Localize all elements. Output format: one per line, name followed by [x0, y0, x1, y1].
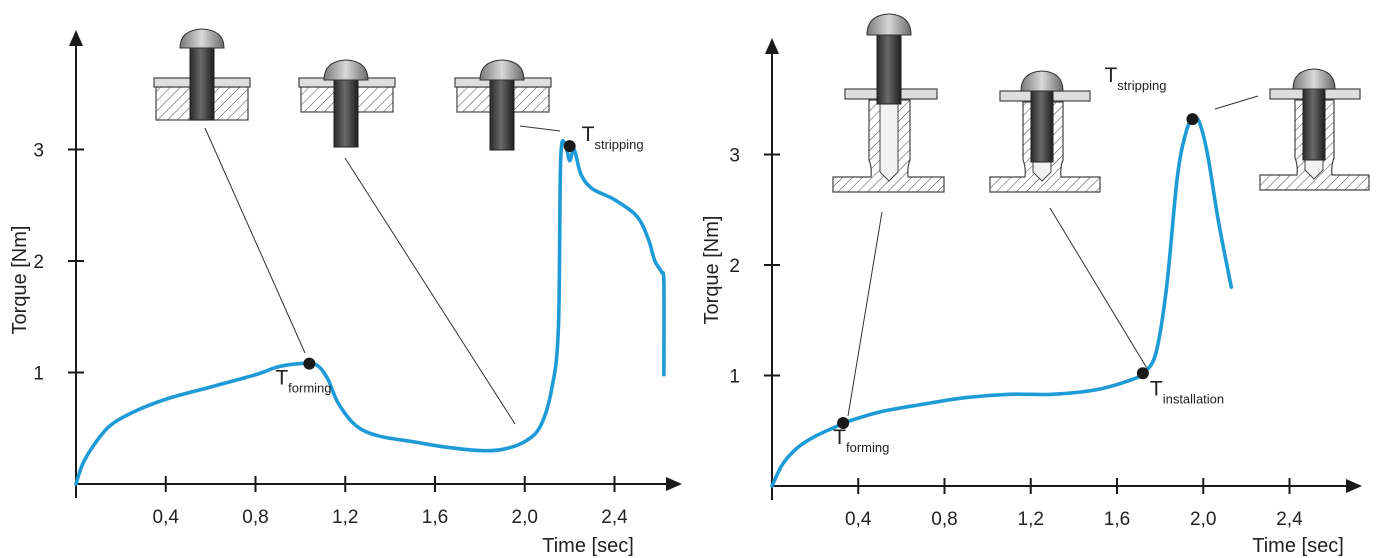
label-t-stripping: Tstripping [1104, 64, 1166, 93]
x-axis-arrow [1346, 479, 1362, 493]
label-t-forming: Tforming [275, 367, 331, 396]
marker-forming [303, 357, 316, 370]
boss-illustration-stripping [1259, 68, 1370, 191]
x-tick-label: 0,8 [931, 509, 957, 530]
illustrations-right [832, 13, 1370, 193]
axes-right: 0,4 0,8 1,2 1,6 2,0 2,4 1 2 3 Time [sec] Torque [N… [701, 38, 1362, 557]
axes-left: 0,4 0,8 1,2 1,6 2,0 2,4 1 2 3 Time [sec] Torque [N… [9, 30, 682, 557]
label-t-forming: Tforming [833, 426, 889, 455]
torque-series-line [74, 138, 666, 486]
bolt-illustration-threading [298, 59, 396, 148]
marker-forming [837, 417, 850, 430]
x-tick-label: 0,4 [845, 509, 872, 530]
y-axis-title: Torque [Nm] [701, 216, 723, 325]
x-axis-arrow [666, 477, 682, 491]
marker-stripping [1186, 113, 1199, 126]
illustrations-left [153, 28, 552, 151]
y-tick-label: 2 [729, 256, 740, 277]
bolt-illustration-forming [153, 28, 251, 121]
y-axis-arrow [69, 30, 83, 46]
bolt-illustration-stripping [454, 59, 552, 151]
y-axis-arrow [765, 38, 779, 54]
torque-curve-left [74, 138, 666, 486]
leader-lines-left [204, 125, 561, 425]
marker-installation [1136, 367, 1149, 380]
x-tick-label: 1,6 [422, 507, 448, 528]
label-t-stripping: Tstripping [582, 123, 644, 152]
boss-illustration-installation [989, 70, 1101, 193]
chart-forming-in-plate: 0,4 0,8 1,2 1,6 2,0 2,4 1 2 3 Time [sec] Torque [N… [9, 28, 682, 557]
y-tick-label: 2 [33, 252, 44, 273]
x-tick-label: 2,0 [512, 507, 538, 528]
x-tick-label: 1,2 [332, 507, 358, 528]
y-tick-label: 3 [729, 146, 740, 167]
y-tick-label: 3 [33, 141, 44, 162]
chart-forming-in-boss: 0,4 0,8 1,2 1,6 2,0 2,4 1 2 3 Time [sec] Torque [N… [701, 13, 1370, 557]
leader-lines-right [847, 95, 1259, 417]
y-tick-label: 1 [33, 364, 44, 385]
x-tick-label: 2,0 [1190, 509, 1216, 530]
x-axis-title: Time [sec] [1252, 535, 1344, 557]
x-tick-label: 2,4 [1276, 509, 1303, 530]
marker-stripping [563, 140, 576, 153]
x-axis-title: Time [sec] [542, 535, 634, 557]
y-axis-title: Torque [Nm] [9, 226, 31, 335]
label-t-installation: Tinstallation [1150, 377, 1224, 406]
y-tick-label: 1 [729, 367, 740, 388]
boss-illustration-forming [832, 13, 945, 193]
x-tick-label: 2,4 [601, 507, 628, 528]
annotations-left: Tforming Tstripping [275, 123, 643, 395]
annotations-right: Tforming Tinstallation Tstripping [833, 64, 1224, 455]
x-tick-label: 0,8 [242, 507, 268, 528]
x-tick-label: 1,6 [1104, 509, 1130, 530]
x-tick-label: 0,4 [153, 507, 180, 528]
x-tick-label: 1,2 [1018, 509, 1044, 530]
